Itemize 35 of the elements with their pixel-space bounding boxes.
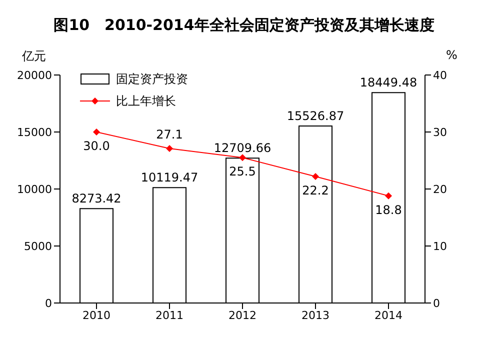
- point: [166, 145, 173, 152]
- x-tick-label: 2010: [82, 308, 110, 322]
- data-label: 18449.48: [360, 76, 418, 90]
- x-tick-label: 2014: [374, 308, 402, 322]
- legend-label: 比上年增长: [116, 92, 176, 110]
- y2-axis-title: %: [446, 48, 458, 62]
- y2-tick-label: 30: [433, 126, 447, 139]
- point: [385, 192, 392, 200]
- point: [93, 128, 100, 136]
- data-label: 15526.87: [286, 108, 344, 123]
- data-label: 27.1: [156, 128, 183, 142]
- y-axis-title: 亿元: [22, 48, 46, 65]
- data-label: 30.0: [83, 139, 110, 153]
- y2-tick-label: 40: [433, 68, 447, 82]
- data-label: 10119.47: [140, 170, 198, 185]
- data-label: 8273.42: [72, 192, 122, 206]
- data-label: 25.5: [229, 164, 256, 179]
- y-tick-label: 20000: [17, 68, 52, 82]
- y-tick-label: 15000: [17, 126, 52, 139]
- point: [239, 154, 246, 162]
- x-tick-label: 2013: [302, 308, 330, 322]
- x-tick-label: 2012: [228, 308, 256, 322]
- y-tick-label: 5000: [24, 240, 52, 253]
- data-label: 18.8: [375, 202, 402, 217]
- legend-label: 固定资产投资: [116, 70, 188, 88]
- point: [312, 172, 319, 180]
- y2-tick-label: 0: [433, 296, 440, 310]
- y2-tick-label: 20: [433, 182, 447, 196]
- y2-tick-label: 10: [433, 240, 447, 253]
- y-tick-label: 0: [45, 296, 52, 310]
- data-label: 12709.66: [214, 141, 272, 156]
- x-tick-label: 2011: [156, 308, 184, 322]
- data-label: 22.2: [302, 183, 329, 198]
- y-tick-label: 10000: [17, 182, 52, 196]
- chart-title: 图10 2010-2014年全社会固定资产投资及其增长速度: [52, 16, 436, 35]
